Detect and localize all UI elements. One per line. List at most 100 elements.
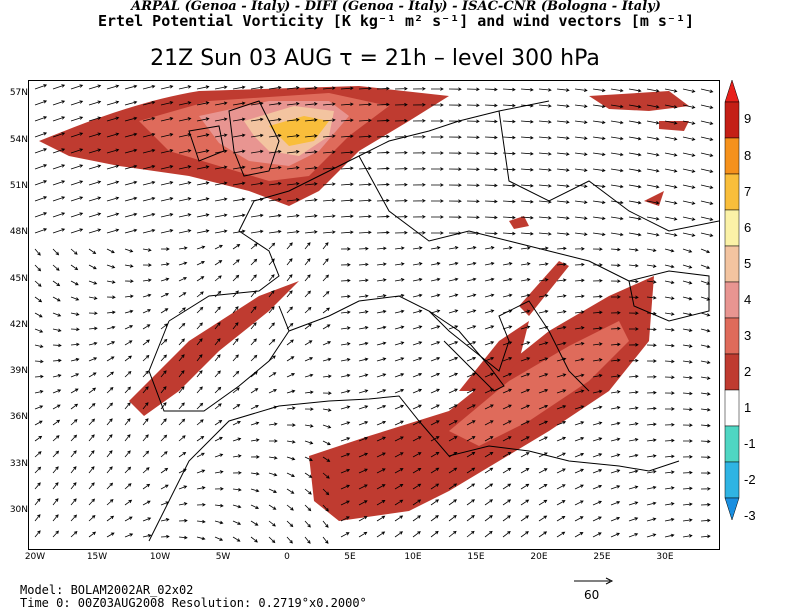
- wind-vector: [412, 436, 422, 442]
- wind-vector: [412, 325, 423, 330]
- wind-vector: [520, 103, 534, 108]
- wind-vector: [628, 406, 639, 410]
- wind-vector: [286, 306, 293, 314]
- wind-vector: [430, 246, 441, 250]
- wind-vector: [142, 450, 150, 458]
- wind-vector: [232, 504, 242, 509]
- wind-vector: [70, 248, 78, 255]
- wind-vector: [448, 451, 458, 458]
- wind-vector: [376, 262, 387, 266]
- wind-vector: [70, 296, 80, 301]
- wind-vector: [70, 403, 79, 410]
- wind-vector: [52, 280, 61, 287]
- wind-vector: [358, 166, 372, 171]
- wind-vector: [160, 434, 168, 442]
- wind-vector: [574, 152, 588, 156]
- wind-vector: [196, 370, 203, 378]
- wind-vector: [88, 403, 96, 410]
- wind-vector: [52, 84, 66, 90]
- wind-vector: [538, 88, 552, 92]
- wind-vector: [646, 248, 657, 253]
- wind-vector: [682, 486, 693, 491]
- wind-vector: [250, 258, 258, 266]
- wind-vector: [682, 184, 696, 189]
- wind-vector: [376, 214, 390, 219]
- wind-vector: [52, 148, 66, 154]
- wind-vector: [646, 359, 657, 363]
- wind-vector: [664, 200, 678, 205]
- wind-vector: [448, 467, 458, 474]
- wind-vector: [556, 232, 570, 236]
- wind-vector: [394, 182, 408, 187]
- wind-vector: [268, 504, 277, 510]
- wind-vector: [574, 326, 585, 330]
- wind-vector: [178, 502, 188, 506]
- wind-vector: [682, 518, 693, 522]
- wind-vector: [178, 181, 192, 186]
- wind-vector: [664, 264, 675, 269]
- wind-vector: [358, 531, 368, 538]
- wind-vector: [574, 200, 588, 204]
- wind-vector: [286, 214, 300, 218]
- lon-label-5w: 5W: [215, 552, 231, 562]
- wind-vector: [358, 436, 369, 442]
- wind-vector: [250, 404, 259, 410]
- wind-vector: [502, 404, 512, 410]
- lon-label-30e: 30E: [656, 552, 674, 562]
- wind-vector: [574, 136, 588, 140]
- wind-vector: [124, 279, 134, 283]
- wind-vector: [394, 515, 404, 522]
- wind-vector: [646, 406, 657, 411]
- wind-vector: [646, 470, 657, 474]
- wind-vector: [502, 151, 516, 156]
- wind-vector: [124, 148, 138, 154]
- wind-vector: [196, 213, 210, 218]
- wind-vector: [322, 230, 336, 234]
- wind-vector: [556, 262, 567, 267]
- wind-vector: [322, 86, 336, 90]
- wind-vector: [340, 262, 351, 267]
- wind-vector: [286, 150, 300, 154]
- wind-vector: [34, 280, 42, 287]
- wind-vector: [556, 436, 567, 442]
- wind-vector: [70, 116, 84, 122]
- wind-vector: [322, 214, 336, 218]
- wind-vector: [466, 356, 477, 362]
- wind-vector: [160, 85, 174, 90]
- wind-vector: [196, 519, 206, 524]
- wind-vector: [430, 325, 441, 330]
- wind-vector: [106, 248, 115, 254]
- wind-vector: [124, 180, 138, 186]
- wind-vector: [178, 518, 188, 523]
- wind-vector: [610, 279, 621, 283]
- wind-vector: [286, 504, 294, 511]
- wind-vector: [106, 450, 113, 458]
- wind-vector: [664, 375, 675, 380]
- wind-vector: [286, 274, 293, 282]
- wind-vector: [538, 452, 548, 458]
- wind-vector: [178, 354, 185, 362]
- wind-vector: [682, 296, 693, 301]
- wind-vector: [700, 502, 711, 507]
- wind-vector: [700, 455, 711, 460]
- wind-vector: [34, 451, 42, 458]
- wind-vector: [304, 456, 313, 462]
- wind-vector: [322, 118, 336, 122]
- wind-vector: [286, 290, 293, 298]
- wind-vector: [340, 150, 354, 155]
- wind-vector: [556, 357, 567, 362]
- wind-vector: [106, 212, 120, 218]
- wind-vector: [322, 258, 329, 266]
- wind-vector: [178, 468, 187, 474]
- wind-vector: [70, 327, 80, 332]
- wind-vector: [448, 356, 459, 362]
- wind-vector: [664, 328, 675, 332]
- wind-vector: [484, 309, 495, 314]
- wind-vector: [358, 246, 369, 251]
- wind-vector: [250, 85, 264, 90]
- colorbar-label-m1: -1: [744, 436, 756, 451]
- wind-vector: [196, 435, 205, 442]
- wind-vector: [160, 370, 167, 378]
- wind-vector: [322, 472, 330, 479]
- wind-vector: [34, 164, 48, 170]
